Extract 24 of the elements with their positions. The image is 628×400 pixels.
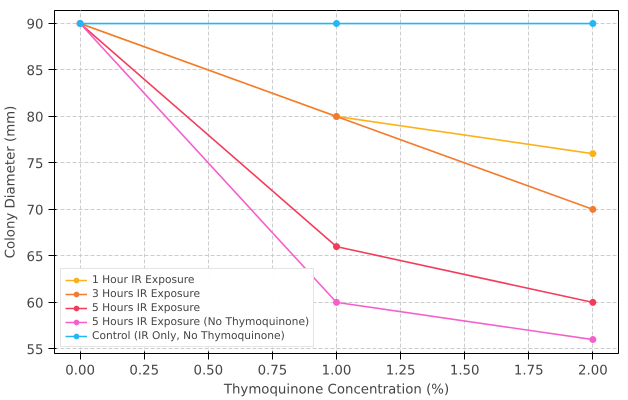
- y-tick-label: 80: [26, 110, 44, 126]
- x-tick-label: 1.50: [450, 364, 480, 378]
- y-tick-label: 70: [26, 203, 44, 218]
- x-axis-title: Thymoquinone Concentration (%): [222, 382, 450, 398]
- x-tick-label: 0.00: [65, 364, 95, 378]
- y-tick-label: 60: [26, 296, 44, 312]
- legend-label: Control (IR Only, No Thymoquinone): [92, 329, 285, 342]
- legend-label: 5 Hours IR Exposure: [92, 301, 200, 314]
- x-tick-label: 0.75: [258, 364, 288, 378]
- y-tick-label: 65: [26, 250, 44, 265]
- y-tick-label: 90: [26, 18, 44, 33]
- y-tick-label: 85: [26, 64, 44, 79]
- x-tick-label: 1.25: [386, 364, 416, 378]
- y-axis-title: Colony Diameter (mm): [4, 106, 19, 258]
- x-tick-label: 1.75: [514, 364, 544, 378]
- x-tick-label: 0.50: [193, 364, 224, 378]
- y-tick-label: 75: [26, 156, 44, 172]
- x-tick-label: 2.00: [578, 364, 608, 378]
- legend-label: 1 Hour IR Exposure: [92, 273, 194, 286]
- x-tick-label: 1.00: [322, 364, 352, 378]
- x-tick-label: 0.25: [129, 364, 160, 378]
- legend-label: 3 Hours IR Exposure: [92, 287, 200, 300]
- legend-label: 5 Hours IR Exposure (No Thymoquinone): [92, 315, 310, 328]
- y-tick-label: 55: [26, 342, 44, 358]
